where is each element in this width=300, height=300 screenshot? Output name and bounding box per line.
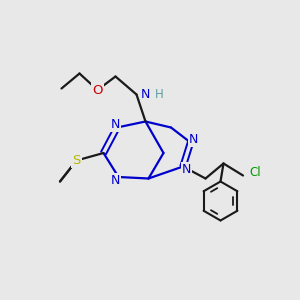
Text: N: N xyxy=(111,118,120,131)
Text: N: N xyxy=(189,133,198,146)
Text: N: N xyxy=(111,173,120,187)
Text: H: H xyxy=(154,88,164,101)
Text: S: S xyxy=(72,154,81,167)
Text: N: N xyxy=(182,163,191,176)
Text: O: O xyxy=(92,83,103,97)
Text: Cl: Cl xyxy=(249,166,261,179)
Text: N: N xyxy=(141,88,150,101)
